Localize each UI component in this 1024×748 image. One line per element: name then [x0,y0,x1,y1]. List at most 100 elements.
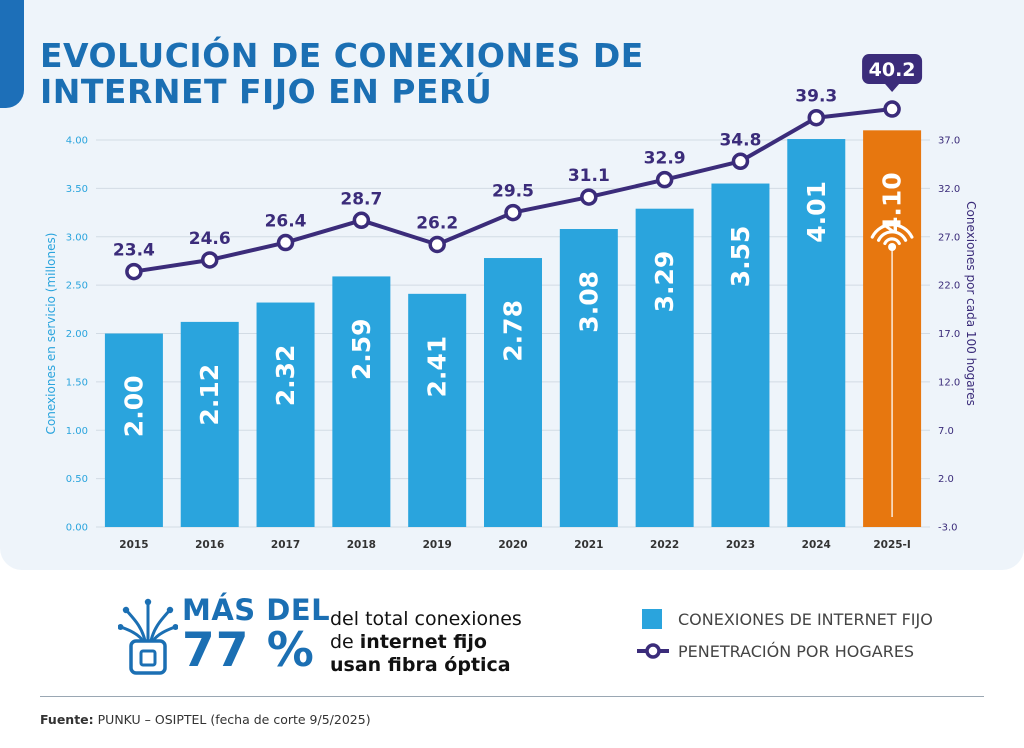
y-tick-label-right: 2.0 [938,474,954,485]
bar-value-label: 3.55 [726,226,755,288]
x-tick-label: 2022 [650,539,679,551]
footer-divider [40,696,984,697]
line-point [655,170,674,189]
bar [484,258,542,527]
line-point [352,211,371,230]
fiber-stat-description: del total conexiones de internet fijo us… [330,608,522,677]
fiber-stat: MÁS DEL 77 % [182,594,330,676]
y-tick-label-right: 32.0 [938,184,960,195]
source-note: Fuente: PUNKU – OSIPTEL (fecha de corte … [40,712,371,727]
wifi-arc [876,230,908,242]
y-tick-label-left: 1.50 [66,377,88,388]
x-tick-label: 2018 [347,539,376,551]
x-tick-label: 2025-I [873,539,911,551]
fiber-stat-text-2: de internet fijo [330,631,522,654]
wifi-arc [883,237,901,245]
line-value-label: 34.8 [719,130,761,150]
combo-chart: 0.00 -3.0 0.50 2.0 1.00 7.0 1.50 12.0 2.00 17.0 2.… [44,54,978,551]
line-point [125,262,143,281]
chart-title-line-1: EVOLUCIÓN DE CONEXIONES DE [40,36,644,75]
legend-label-bars: CONEXIONES DE INTERNET FIJO [678,609,933,629]
line-point [731,152,750,171]
line-value-label: 26.2 [416,213,458,233]
line-point [428,235,446,254]
x-tick-label: 2023 [726,539,755,551]
data-labels: 2.00 2.12 2.32 2.59 2.41 2.78 3.08 3.29 3.55 4.01… [113,54,923,437]
y-tick-label-left: 2.00 [66,329,88,340]
bar [332,276,391,527]
highlight-label-box [862,54,923,85]
bar [711,183,770,527]
bar-value-label: 2.32 [271,345,300,407]
line-value-label: 39.3 [795,87,837,107]
line-point [883,100,901,118]
y-tick-label-right: 7.0 [938,426,954,437]
y-tick-label-left: 0.00 [66,523,88,534]
legend-item-bars: CONEXIONES DE INTERNET FIJO [636,603,933,635]
x-tick-label: 2021 [574,539,603,551]
y-tick-label-right: 17.0 [938,329,960,340]
bar [787,139,846,527]
fiber-stat-text-1: del total conexiones [330,608,522,630]
source-text: PUNKU – OSIPTEL (fecha de corte 9/5/2025… [93,712,371,727]
bar-value-label: 3.29 [650,251,679,313]
x-tick-label: 2019 [423,539,452,551]
x-tick-label: 2015 [119,539,148,551]
side-tab-accent [0,0,24,108]
y-tick-label-right: 27.0 [938,232,960,243]
bars [104,130,922,527]
wifi-arc [870,223,914,239]
y-tick-label-right: -3.0 [938,523,958,534]
bar [180,321,239,527]
bar-value-label: 2.12 [195,364,224,426]
fiber-stat-text-3-bold: usan fibra óptica [330,654,511,676]
fiber-stat-text-3: usan fibra óptica [330,654,522,677]
chart-title-line-2: INTERNET FIJO EN PERÚ [40,72,493,111]
fiber-stat-text-2-bold: internet fijo [359,631,487,653]
line-value-label: 28.7 [340,189,382,209]
line-point [580,188,598,206]
y-tick-label-left: 4.00 [66,136,88,147]
y-tick-label-left: 3.00 [66,232,88,243]
line-point [504,203,522,222]
line-point [200,251,219,269]
y-axis-label-right: Conexiones por cada 100 hogares [964,201,978,406]
penetration-line [125,100,901,281]
legend-swatch-line [637,643,669,659]
y-tick-label-left: 3.50 [66,184,88,195]
chart-title: EVOLUCIÓN DE CONEXIONES DE INTERNET FIJO… [40,38,644,110]
line-value-label: 29.5 [492,182,534,202]
y-axis-label-left: Conexiones en servicio (millones) [44,233,58,435]
y-tick-label-right: 37.0 [938,136,960,147]
line-value-label: 26.4 [265,212,307,232]
bar [559,229,618,527]
line-value-label: 24.6 [189,229,231,249]
line-point [276,233,295,252]
fiber-optic-icon [118,598,178,675]
y-tick-label-left: 2.50 [66,281,88,292]
bar-value-label: 2.59 [347,318,376,380]
line-value-label: 23.4 [113,241,155,261]
wifi-icon [870,223,914,517]
bar-value-label: 4.10 [878,172,907,234]
line-value-label: 31.1 [568,166,610,186]
fiber-stat-percentage: 77 % [182,623,315,678]
source-label: Fuente: [40,712,94,727]
legend-label-line: PENETRACIÓN POR HOGARES [678,641,915,661]
bar [635,208,694,527]
bar-value-label: 2.41 [423,336,452,398]
legend-swatch-bars [642,609,662,629]
bar-value-label: 3.08 [574,271,603,333]
y-tick-label-left: 1.00 [66,426,88,437]
bar [408,293,467,527]
x-tick-label: 2024 [802,539,831,551]
bar-value-label: 2.78 [499,300,528,362]
x-tick-label: 2016 [195,539,224,551]
y-tick-label-left: 0.50 [66,474,88,485]
legend: CONEXIONES DE INTERNET FIJO PENETRACIÓN … [636,603,933,667]
y-tick-label-right: 22.0 [938,281,960,292]
line-value-label: 32.9 [644,149,686,169]
x-tick-label: 2020 [498,539,527,551]
fiber-stat-line-1: MÁS DEL [182,593,331,627]
legend-item-line: PENETRACIÓN POR HOGARES [636,635,933,667]
